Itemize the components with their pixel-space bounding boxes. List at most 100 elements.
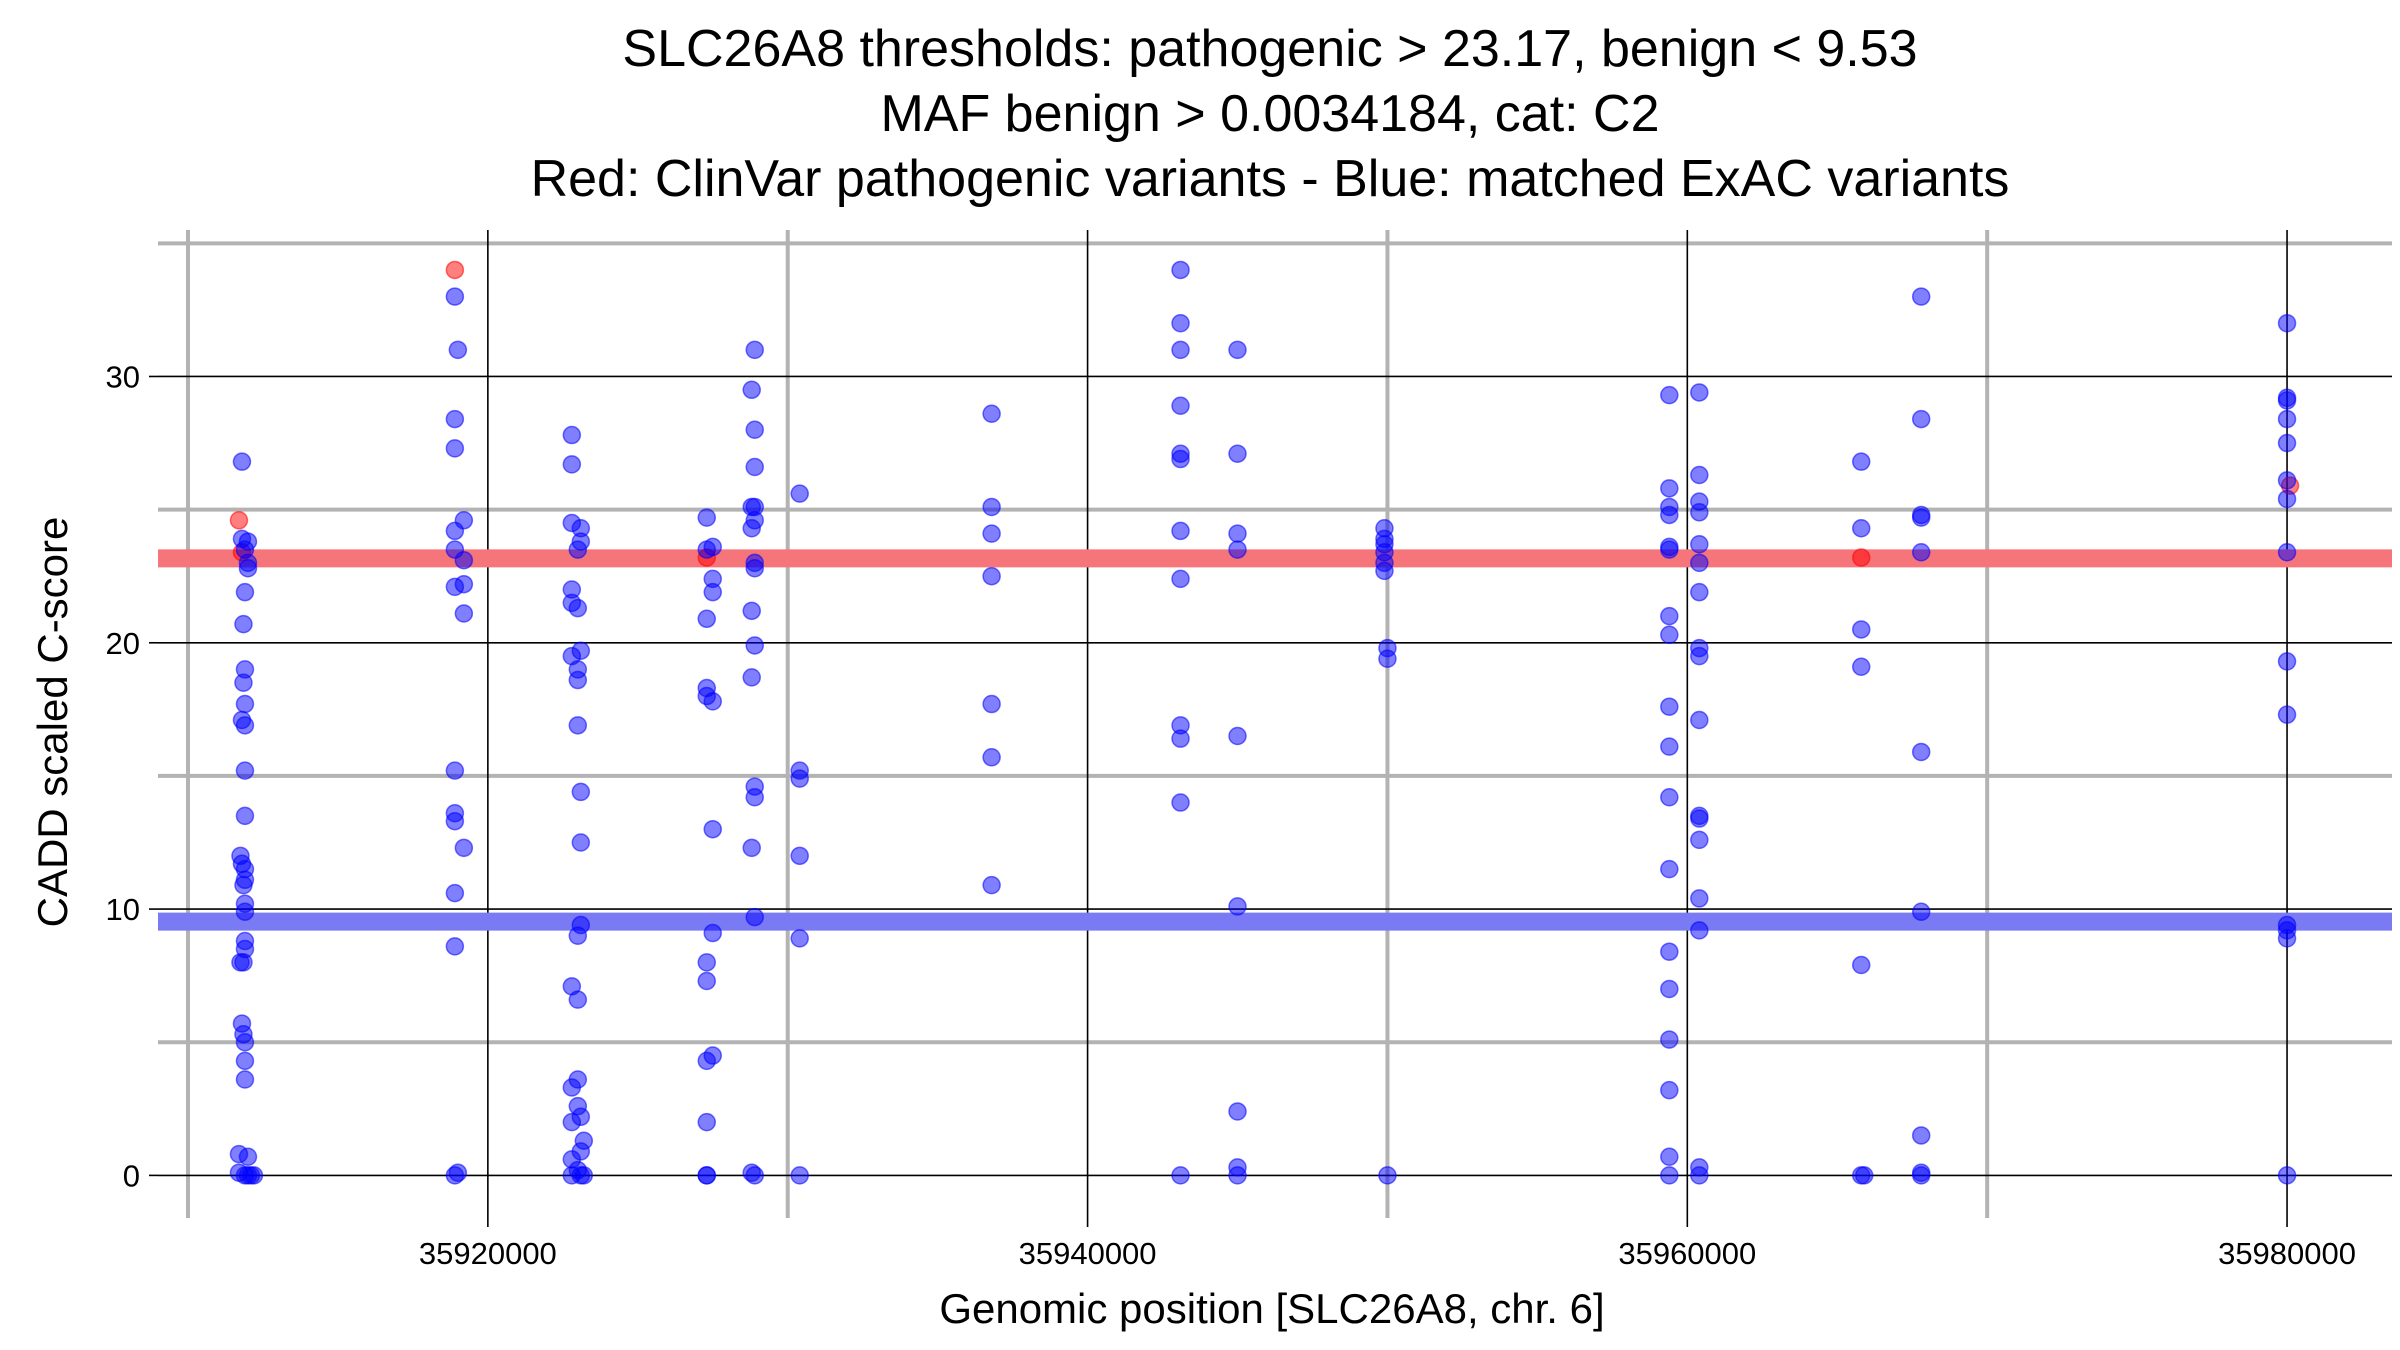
data-point (235, 939, 255, 959)
title-line-2: MAF benign > 0.0034184, cat: C2 (880, 85, 1659, 143)
data-point (745, 787, 764, 807)
data-point (235, 582, 255, 602)
data-point (1690, 534, 1709, 554)
data-point (2277, 409, 2297, 429)
data-point (1851, 519, 1871, 538)
data-point (235, 870, 255, 890)
data-point (229, 511, 249, 530)
data-point (1171, 569, 1190, 589)
data-point (571, 833, 591, 852)
data-point (1911, 287, 1931, 306)
data-point (571, 782, 591, 802)
data-point (1690, 582, 1709, 602)
data-point (1228, 340, 1247, 360)
data-point (568, 598, 588, 618)
data-point (235, 761, 255, 780)
data-point (1690, 921, 1709, 940)
data-point (982, 566, 1001, 586)
data-point (574, 1131, 594, 1151)
data-point (568, 990, 588, 1009)
data-point (2277, 391, 2297, 410)
data-point (742, 380, 761, 400)
data-point (568, 716, 588, 735)
data-point (1171, 396, 1190, 416)
data-point (982, 694, 1001, 714)
data-point (703, 537, 723, 557)
data-point (697, 953, 717, 972)
data-point (235, 1070, 255, 1089)
data-point (562, 425, 582, 445)
data-point (445, 409, 465, 429)
data-point (1171, 340, 1190, 360)
y-tick-label: 0 (123, 1158, 140, 1193)
data-point (1228, 726, 1247, 746)
data-point (1660, 1080, 1679, 1100)
data-point (445, 260, 465, 280)
data-point (235, 806, 255, 826)
data-point (1171, 793, 1190, 812)
data-point (697, 1112, 717, 1132)
data-point (235, 1032, 255, 1052)
data-point (1911, 1166, 1931, 1185)
y-tick-label: 30 (106, 359, 140, 394)
data-point (1851, 452, 1871, 471)
data-point (1690, 889, 1709, 908)
data-point (1228, 540, 1247, 559)
data-point (448, 1163, 468, 1182)
data-point (238, 1147, 258, 1166)
data-point (745, 511, 764, 530)
data-point (234, 614, 253, 634)
data-point (1171, 313, 1190, 333)
data-point (742, 668, 761, 687)
data-point (1378, 1166, 1397, 1185)
data-point (235, 902, 255, 921)
data-point (790, 846, 809, 866)
data-point (1660, 625, 1679, 645)
data-point (1851, 657, 1871, 676)
data-point (1690, 809, 1709, 828)
data-point (1660, 479, 1679, 498)
data-point (2277, 313, 2297, 333)
data-point (445, 439, 465, 458)
data-point (745, 420, 764, 439)
data-point (244, 1166, 264, 1185)
data-point (448, 340, 468, 360)
data-point (1690, 1166, 1709, 1185)
data-point (1911, 542, 1931, 562)
data-point (454, 511, 474, 530)
data-point (703, 819, 723, 839)
data-point (1171, 260, 1190, 280)
data-point (1228, 897, 1247, 916)
data-point (1171, 1166, 1190, 1185)
data-point (790, 1166, 809, 1185)
data-point (742, 601, 761, 621)
data-point (1228, 1166, 1247, 1185)
data-point (1660, 1147, 1679, 1166)
data-point (1378, 649, 1397, 669)
data-point (1660, 606, 1679, 626)
data-point (1228, 524, 1247, 543)
data-point (1851, 548, 1871, 567)
y-axis-ticks: 0 10 20 30 (106, 359, 158, 1193)
data-point (703, 582, 723, 602)
data-point (571, 641, 591, 661)
data-point (2277, 542, 2297, 562)
data-point (1690, 830, 1709, 850)
data-point (445, 811, 465, 831)
x-tick-label: 35980000 (2218, 1236, 2356, 1271)
data-point (454, 838, 474, 858)
data-point (982, 404, 1001, 424)
data-point (1660, 505, 1679, 525)
data-point (1690, 465, 1709, 485)
data-points (229, 260, 2300, 1185)
data-point (1690, 383, 1709, 402)
data-point (790, 769, 809, 788)
data-point (1690, 710, 1709, 730)
data-point (1660, 787, 1679, 807)
data-point (1660, 1166, 1679, 1185)
data-point (745, 636, 764, 655)
data-point (571, 532, 591, 551)
data-point (1660, 859, 1679, 879)
data-point (574, 1166, 594, 1185)
